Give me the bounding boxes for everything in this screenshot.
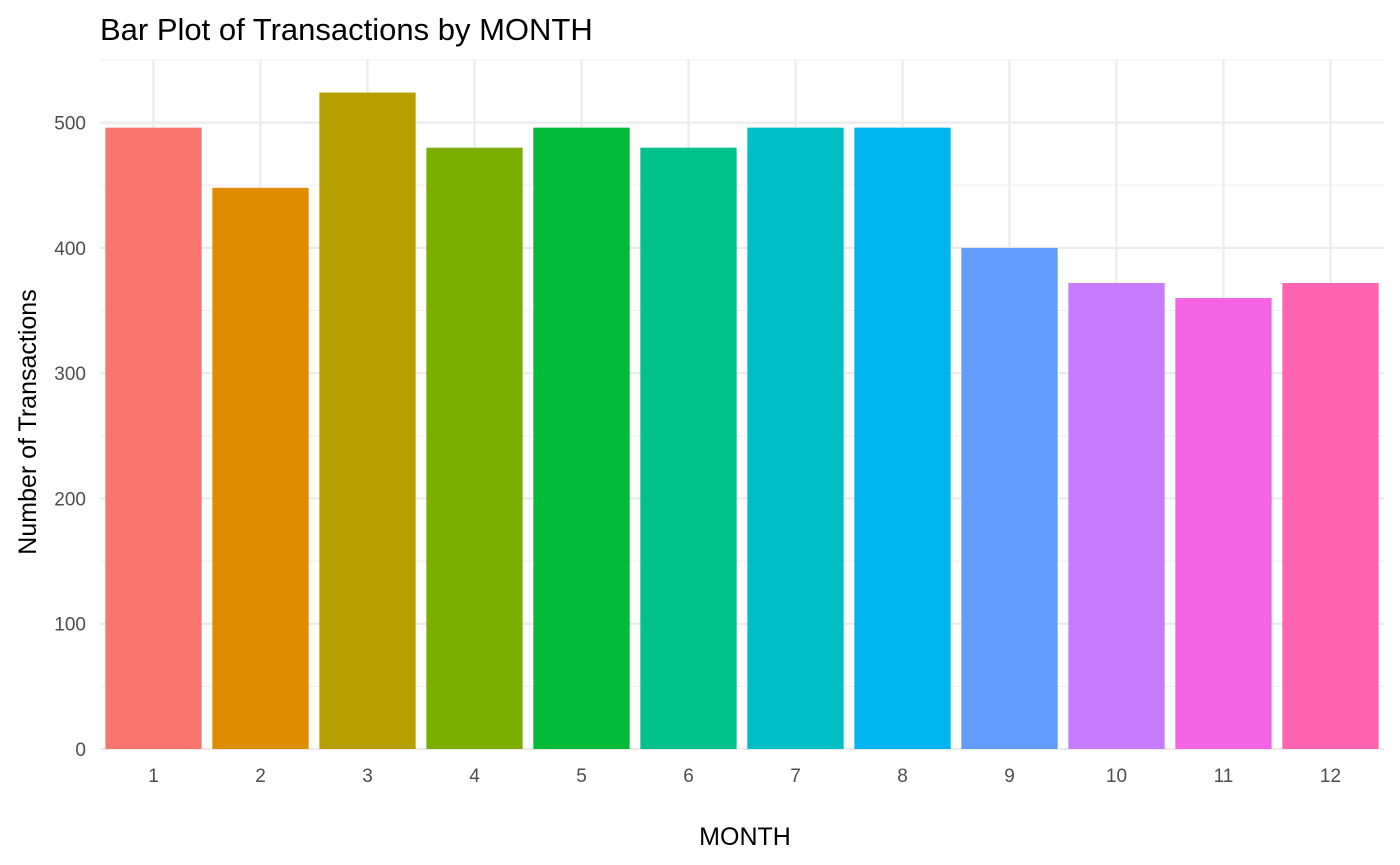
y-tick-label: 300 [54, 364, 86, 385]
y-tick-label: 400 [54, 239, 86, 260]
x-tick-label: 6 [683, 766, 694, 787]
y-axis-ticks: 0 100 200 300 400 500 [54, 114, 86, 761]
bar-month-2 [212, 187, 309, 749]
y-tick-label: 500 [54, 114, 86, 135]
y-axis-title: Number of Transactions [14, 289, 42, 554]
bar-month-10 [1068, 282, 1165, 749]
bar-month-12 [1282, 282, 1379, 749]
bars [105, 92, 1379, 749]
x-tick-label: 8 [897, 766, 908, 787]
bar-month-6 [640, 147, 737, 749]
x-tick-label: 2 [255, 766, 266, 787]
x-tick-label: 7 [790, 766, 801, 787]
x-tick-label: 10 [1106, 766, 1127, 787]
x-tick-label: 9 [1004, 766, 1015, 787]
bar-month-8 [854, 127, 951, 749]
chart-title: Bar Plot of Transactions by MONTH [100, 12, 593, 47]
bar-month-9 [961, 247, 1058, 749]
x-tick-label: 4 [469, 766, 480, 787]
y-tick-label: 0 [75, 740, 86, 761]
x-tick-label: 12 [1320, 766, 1341, 787]
x-axis-ticks: 1 2 3 4 5 6 7 8 9 10 11 12 [148, 766, 1341, 787]
bar-month-3 [319, 92, 416, 749]
bar-month-1 [105, 127, 202, 749]
bar-month-4 [426, 147, 523, 749]
bar-month-5 [533, 127, 630, 749]
bar-month-11 [1175, 298, 1272, 749]
bar-month-7 [747, 127, 844, 749]
x-tick-label: 11 [1214, 766, 1234, 787]
x-tick-label: 1 [148, 766, 159, 787]
x-tick-label: 5 [576, 766, 587, 787]
y-tick-label: 100 [54, 615, 86, 636]
x-axis-title: MONTH [699, 823, 791, 851]
x-tick-label: 3 [362, 766, 373, 787]
y-tick-label: 200 [54, 489, 86, 510]
